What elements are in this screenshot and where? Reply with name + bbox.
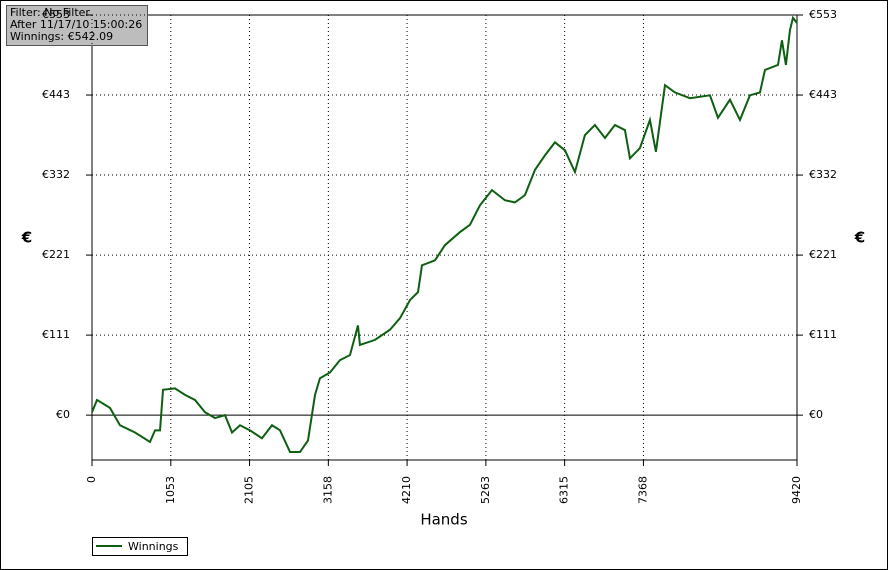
legend [92,537,188,556]
y-tick-label: €443 [42,88,70,101]
info-box [6,5,148,46]
y2-tick-label: €553 [809,8,837,21]
x-tick-label: 7368 [636,476,649,504]
x-tick-label: 1053 [164,476,177,504]
x-tick-label: 3158 [321,476,334,504]
y-tick-label: €111 [42,328,70,341]
y-tick-label: €553 [42,8,70,21]
y2-axis-label: € [854,229,865,247]
info-line: After 11/17/10 15:00:26 [10,18,142,31]
info-line: Winnings: €542.09 [10,30,113,43]
x-tick-label: 6315 [558,476,571,504]
x-tick-label: 0 [85,476,98,483]
y2-tick-label: €0 [809,408,823,421]
line [91,15,798,454]
legend-label: Winnings [128,540,179,553]
x-tick-label: 5263 [479,476,492,504]
y2-tick-label: €332 [809,168,837,181]
y2-tick-label: €443 [809,88,837,101]
y-tick-label: €221 [42,248,70,261]
info-line: Filter: No Filter [10,6,90,19]
y2-tick-label: €221 [809,248,837,261]
x-tick-label: 4210 [400,476,413,504]
y-tick-label: €0 [56,408,70,421]
y-tick-label: €332 [42,168,70,181]
x-tick-label: 2105 [243,476,256,504]
y2-tick-label: €111 [809,328,837,341]
x-tick-label: 9420 [790,476,803,504]
x-axis-label: Hands [420,511,467,529]
y-axis-label: € [21,229,32,247]
